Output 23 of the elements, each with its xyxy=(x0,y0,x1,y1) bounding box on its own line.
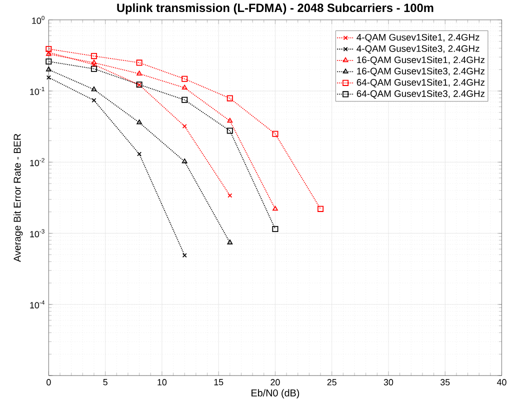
x-tick-label: 35 xyxy=(440,378,450,386)
x-tick-label: 25 xyxy=(327,378,336,386)
y-tick-label: 10$^{-2}$ xyxy=(30,158,44,166)
y-tick-label: 10$^{0}$ xyxy=(32,16,44,24)
y-axis-title: Average Bit Error Rate - BER xyxy=(13,134,23,262)
chart-title: Uplink transmission (L-FDMA) - 2048 Subcarriers - 100m xyxy=(117,3,434,14)
x-tick-label: 30 xyxy=(384,378,394,386)
x-tick-label: 40 xyxy=(496,378,506,386)
x-axis-title: Eb/N0 (dB) xyxy=(252,389,300,398)
x-tick-label: 15 xyxy=(214,378,224,386)
legend-label: 4-QAM Gusev1Site3, 2.4GHz xyxy=(356,44,480,54)
legend-label: 64-QAM Gusev1Site1, 2.4GHz xyxy=(356,78,485,88)
x-tick-label: 0 xyxy=(46,378,51,386)
x-tick-label: 20 xyxy=(270,378,280,386)
y-tick-label: 10$^{-1}$ xyxy=(30,86,44,95)
x-tick-label: 10 xyxy=(158,378,167,386)
x-tick-label: 5 xyxy=(103,378,108,386)
legend-label: 16-QAM Gusev1Site3, 2.4GHz xyxy=(357,67,485,76)
legend-label: 16-QAM Gusev1Site1, 2.4GHz xyxy=(357,56,485,65)
y-tick-label: 10$^{-4}$ xyxy=(30,300,45,308)
legend-label: 64-QAM Gusev1Site3, 2.4GHz xyxy=(356,90,485,99)
legend-label: 4-QAM Gusev1Site1, 2.4GHz xyxy=(356,34,480,42)
y-tick-label: 10$^{-3}$ xyxy=(30,229,44,238)
